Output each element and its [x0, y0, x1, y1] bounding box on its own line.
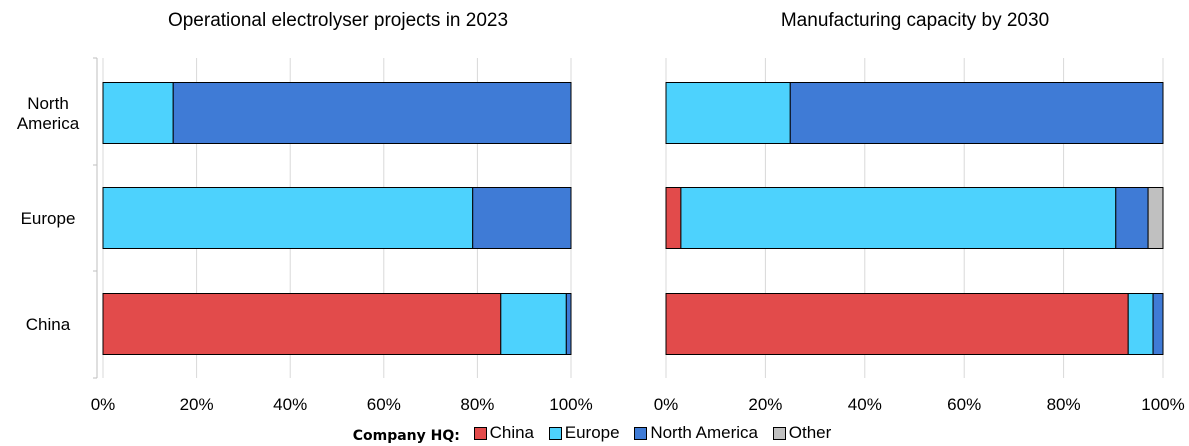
chart-title-left: Operational electrolyser projects in 202…	[167, 10, 509, 31]
legend-text-china: China	[489, 423, 535, 442]
bar-segment-europe	[1127, 293, 1154, 355]
legend-text-europe: Europe	[564, 423, 620, 442]
bar-segment-europe	[500, 293, 567, 355]
legend-text-other: Other	[788, 423, 832, 442]
chart-title-right: Manufacturing capacity by 2030	[780, 10, 1050, 31]
x-tick-label: 60%	[367, 395, 401, 414]
bar-segment-china	[665, 293, 1129, 355]
bar-segment-other	[1147, 187, 1164, 249]
legend-swatch-other	[772, 426, 786, 440]
x-tick-label: 20%	[180, 395, 214, 414]
legend-item-north-america: North America	[634, 423, 758, 443]
y-category-label: North America	[17, 94, 80, 133]
chart-panel-1: 0% 20% 40% 60% 80% 100% North America Europe Chin…	[17, 57, 593, 414]
bar-segment-north-america	[172, 82, 572, 144]
bar-segment-north-america	[565, 293, 572, 355]
legend-swatch-europe	[548, 426, 562, 440]
x-tick-label: 80%	[1047, 395, 1081, 414]
chart-panel-2: 0% 20% 40% 60% 80% 100%	[654, 58, 1185, 414]
bar-segment-north-america	[789, 82, 1164, 144]
bar-segment-north-america	[472, 187, 572, 249]
legend-label: Company HQ:	[352, 427, 460, 444]
bar-segment-europe	[102, 187, 474, 249]
bar-segment-north-america	[1152, 293, 1164, 355]
bar-segment-north-america	[1115, 187, 1149, 249]
x-tick-label: 80%	[460, 395, 494, 414]
bar-segment-europe	[102, 82, 174, 144]
y-category-label: China	[26, 315, 71, 334]
x-tick-label: 0%	[654, 395, 679, 414]
legend-swatch-north-america	[634, 426, 648, 440]
x-tick-label: 100%	[1141, 395, 1184, 414]
x-tick-label: 40%	[273, 395, 307, 414]
bar-segment-europe	[680, 187, 1117, 249]
legend-item-other: Other	[772, 423, 832, 443]
legend-swatch-china	[473, 426, 487, 440]
bar-segment-europe	[665, 82, 791, 144]
x-tick-label: 100%	[549, 395, 592, 414]
x-tick-label: 40%	[848, 395, 882, 414]
legend-item-europe: Europe	[548, 423, 620, 443]
y-category-label: Europe	[21, 209, 76, 228]
legend: Company HQ: China Europe North America O…	[0, 423, 1189, 446]
x-tick-label: 60%	[947, 395, 981, 414]
legend-item-china: China	[473, 423, 535, 443]
bar-segment-china	[102, 293, 502, 355]
x-tick-label: 0%	[91, 395, 116, 414]
x-tick-label: 20%	[748, 395, 782, 414]
bar-segment-china	[665, 187, 682, 249]
legend-text-north-america: North America	[650, 423, 759, 442]
